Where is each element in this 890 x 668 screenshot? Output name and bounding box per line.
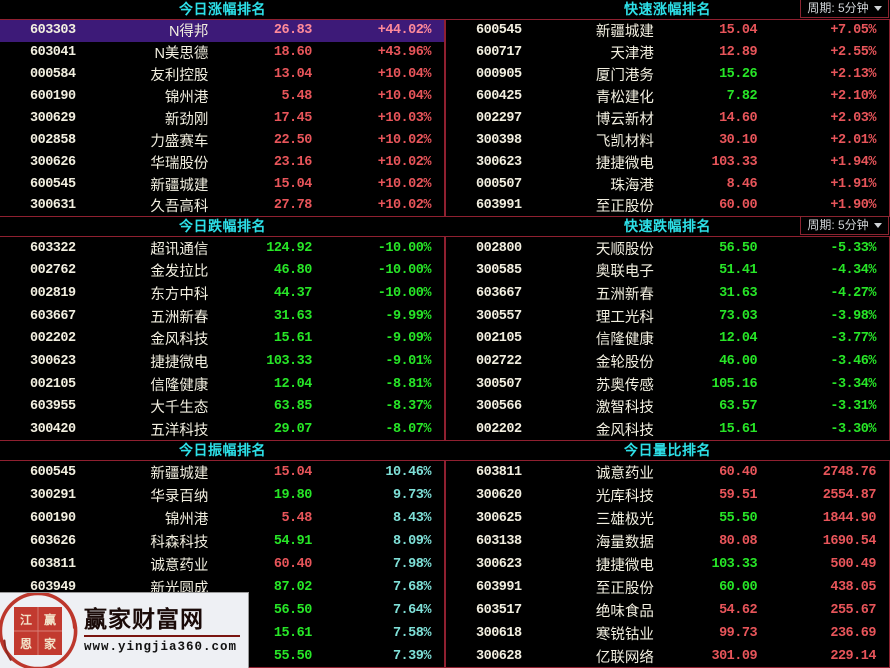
svg-text:家: 家 bbox=[44, 635, 57, 650]
svg-text:赢: 赢 bbox=[44, 611, 56, 626]
svg-text:江: 江 bbox=[20, 611, 32, 626]
svg-text:恩: 恩 bbox=[20, 635, 32, 650]
